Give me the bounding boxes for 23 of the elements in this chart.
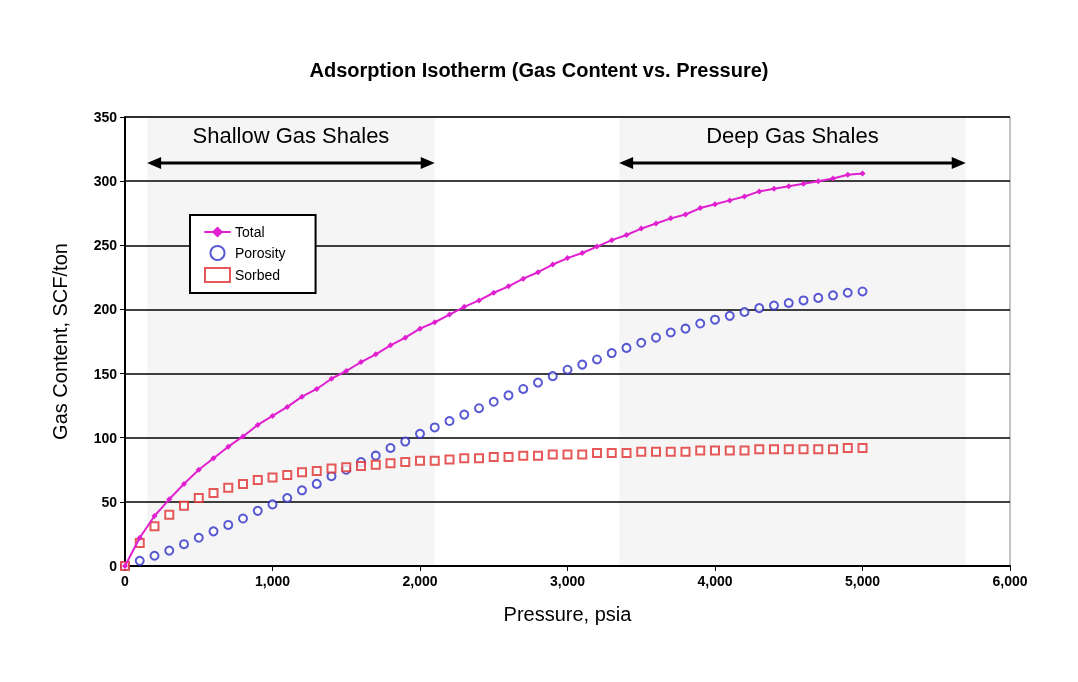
x-tick-label: 6,000 bbox=[992, 573, 1028, 589]
x-tick-label: 4,000 bbox=[697, 573, 733, 589]
y-tick-label: 50 bbox=[101, 493, 118, 510]
x-tick-label: 0 bbox=[121, 573, 130, 589]
x-tick-label: 3,000 bbox=[549, 573, 586, 589]
y-tick-label: 350 bbox=[93, 109, 118, 125]
band-label: Shallow Gas Shales bbox=[192, 123, 390, 148]
x-tick-label: 1,000 bbox=[254, 573, 291, 589]
legend-label: Total bbox=[235, 224, 265, 240]
x-axis-title: Pressure, psia bbox=[503, 603, 633, 625]
chart-title: Adsorption Isotherm (Gas Content vs. Pressure) bbox=[309, 59, 769, 81]
y-tick-label: 150 bbox=[93, 365, 118, 382]
y-axis-title: Gas Content, SCF/ton bbox=[49, 243, 71, 440]
y-tick-label: 250 bbox=[93, 237, 118, 254]
y-tick-label: 0 bbox=[109, 558, 118, 574]
band-label: Deep Gas Shales bbox=[706, 123, 879, 148]
y-tick-label: 100 bbox=[93, 429, 118, 446]
x-tick-label: 2,000 bbox=[402, 573, 438, 589]
y-tick-label: 200 bbox=[93, 301, 118, 318]
legend-label: Porosity bbox=[235, 245, 286, 261]
x-tick-label: 5,000 bbox=[844, 573, 881, 589]
legend-label: Sorbed bbox=[235, 267, 281, 283]
y-tick-label: 300 bbox=[93, 173, 118, 190]
